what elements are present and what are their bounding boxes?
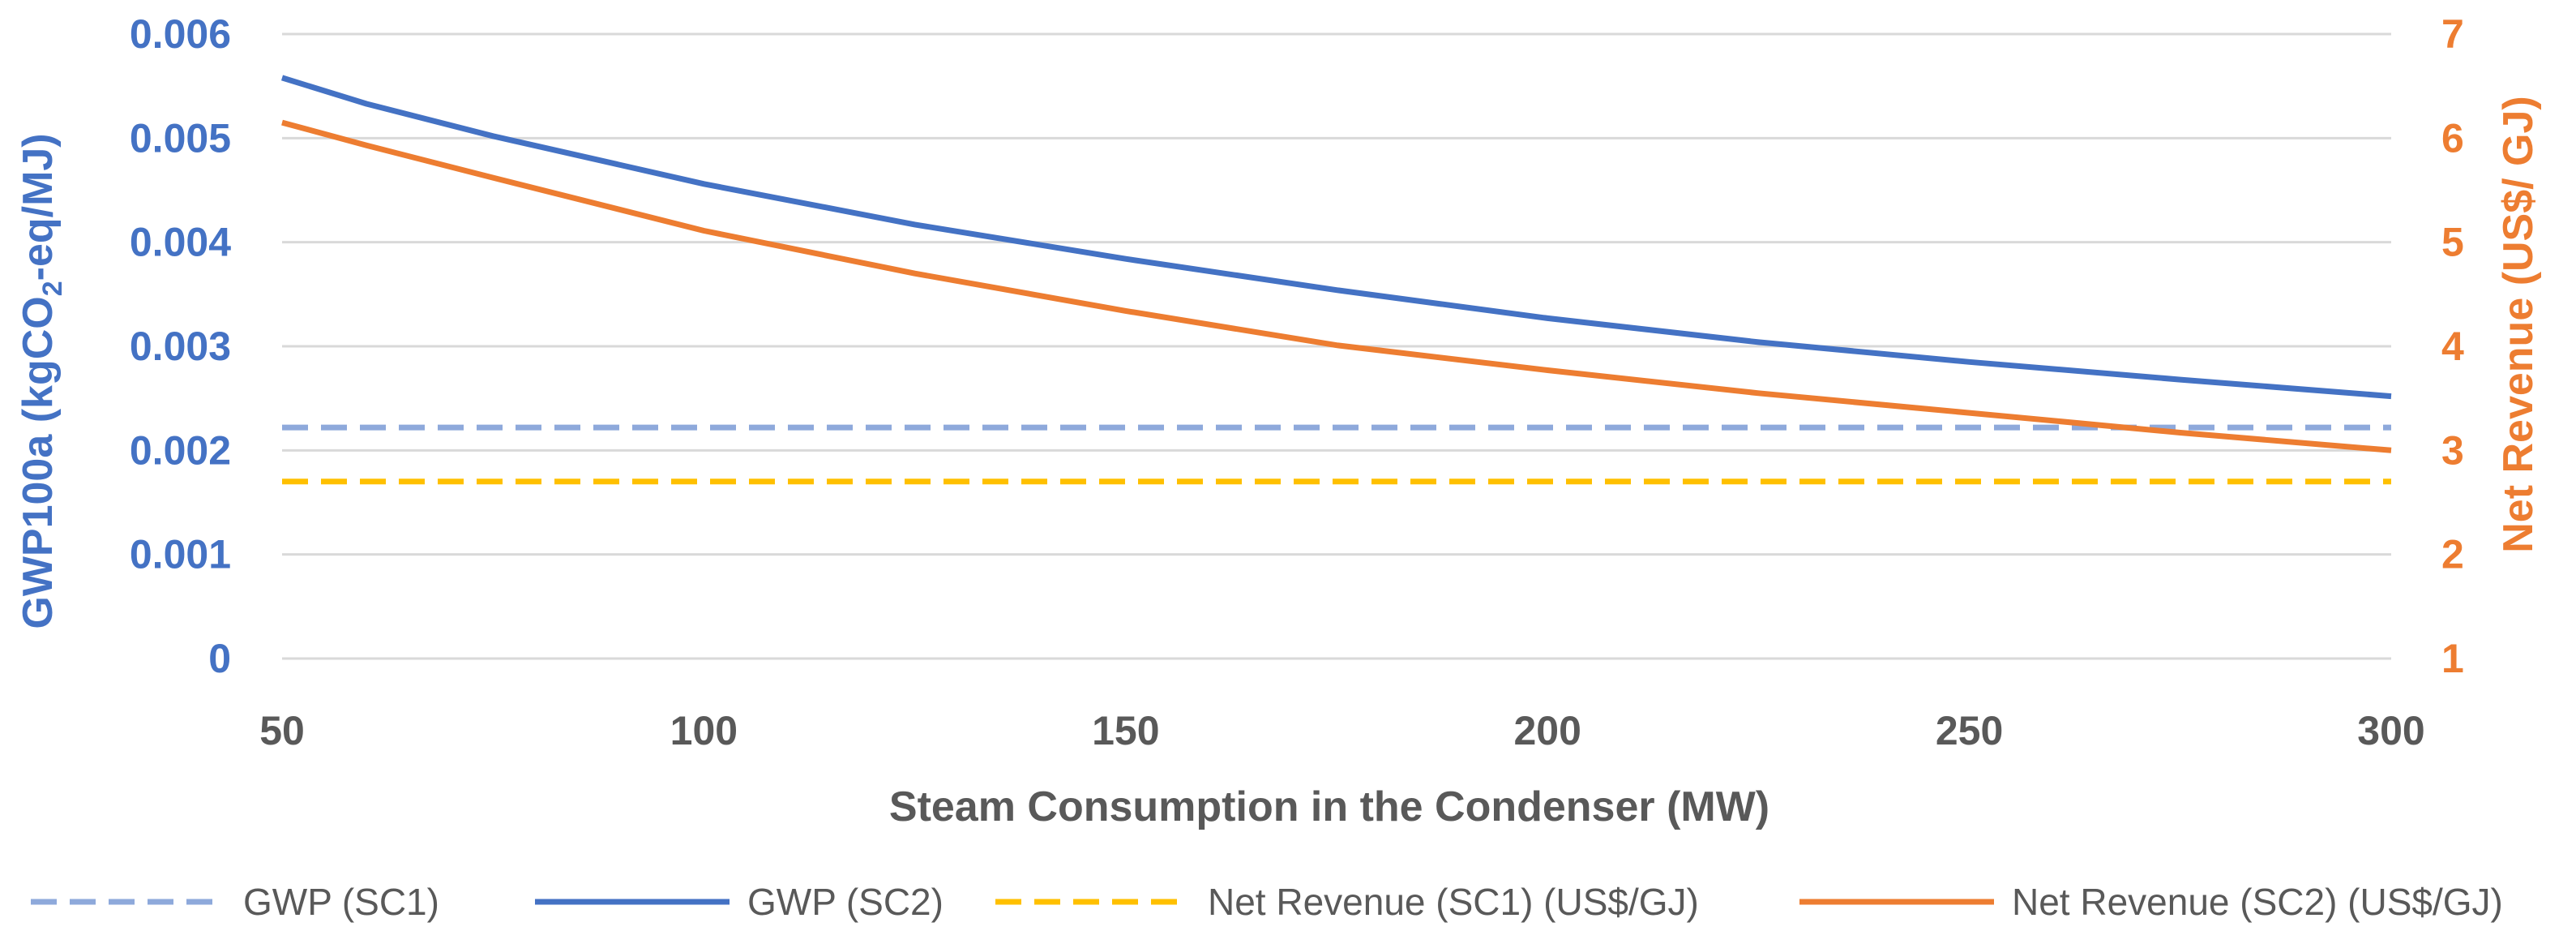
legend-label-3: Net Revenue (SC1) (US$/GJ) [1208,881,1699,923]
right-tick-label: 7 [2441,11,2464,57]
legend-label-2: GWP (SC2) [747,881,944,923]
legend-label-1: GWP (SC1) [243,881,439,923]
x-axis-ticks: 50 100 150 200 250 300 [259,708,2425,753]
left-tick-label: 0.002 [130,427,231,473]
left-axis-ticks: 0 0.001 0.002 0.003 0.004 0.005 0.006 [130,11,231,681]
legend-label-4: Net Revenue (SC2) (US$/GJ) [2012,881,2503,923]
right-axis-ticks: 1 2 3 4 5 6 7 [2441,11,2464,681]
left-tick-label: 0.006 [130,11,231,57]
series-line-2 [280,75,2392,400]
left-tick-label: 0 [208,636,231,681]
legend: GWP (SC1) GWP (SC2) Net Revenue (SC1) (US$… [31,881,2503,923]
x-tick-label: 100 [670,708,738,753]
right-tick-label: 4 [2441,324,2464,369]
right-axis-title: Net Revenue (US$/ GJ) [2495,96,2542,553]
x-tick-label: 50 [259,708,305,753]
right-tick-label: 6 [2441,115,2464,161]
right-tick-label: 1 [2441,636,2464,681]
left-tick-label: 0.005 [130,115,231,161]
right-tick-label: 2 [2441,532,2464,577]
gridlines [282,32,2391,660]
left-axis-title: GWP100a (kgCO2-eq/MJ) [15,133,68,629]
series-line-4 [281,119,2392,453]
right-tick-label: 5 [2441,220,2464,265]
plot-area [280,75,2392,485]
x-tick-label: 150 [1092,708,1159,753]
right-tick-label: 3 [2441,427,2464,473]
x-tick-label: 300 [2357,708,2424,753]
x-tick-label: 250 [1936,708,2003,753]
x-tick-label: 200 [1513,708,1581,753]
x-axis-title: Steam Consumption in the Condenser (MW) [889,783,1769,830]
left-tick-label: 0.001 [130,532,231,577]
left-tick-label: 0.004 [130,220,231,265]
left-tick-label: 0.003 [130,324,231,369]
